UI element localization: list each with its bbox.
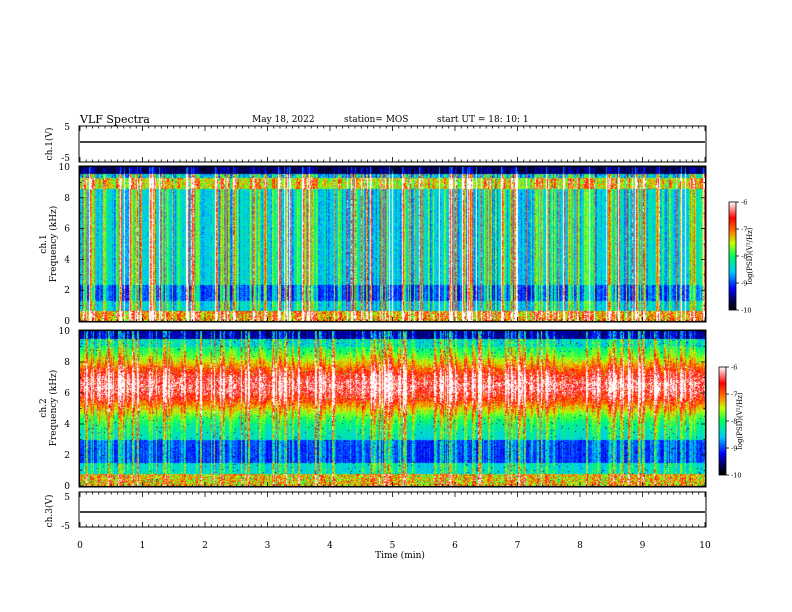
start-time-label: start UT = 18: 10: 1 [437, 115, 529, 125]
freq-tick-label: 0 [64, 317, 70, 327]
ch1-ytick-top: 5 [64, 123, 70, 133]
freq-tick-label: 10 [59, 327, 71, 337]
freq-tick-label: 10 [59, 163, 71, 173]
ch2-colorbar-gradient [718, 366, 727, 476]
ch3-ytick-top: 5 [64, 493, 70, 503]
colorbar-tick-label: -10 [741, 307, 751, 315]
time-axis: 0 1 2 3 4 5 6 7 8 9 10 [77, 126, 711, 551]
ch2-spec-ylabel-channel: ch.2 [39, 398, 49, 417]
freq-tick-label: 4 [64, 255, 70, 265]
colorbar-tick-label: -8 [731, 418, 737, 426]
ch1-ylabel: ch.1(V) [44, 128, 55, 161]
x-tick-label: 3 [265, 541, 271, 551]
colorbar-tick-label: -7 [731, 391, 737, 399]
ch2-spectrogram-image [80, 331, 705, 486]
colorbar-tick-label: -6 [741, 199, 747, 207]
freq-tick-label: 2 [64, 451, 70, 461]
freq-tick-label: 0 [64, 482, 70, 492]
colorbar-tick-label: -7 [741, 226, 747, 234]
colorbar-tick-label: -8 [741, 253, 747, 261]
ch2-freq-ticks: 0 2 4 6 8 10 [59, 327, 706, 492]
ch2-colorbar: -6 -7 -8 -9 -10 log(PSD)(V²/Hz) [718, 364, 744, 480]
ch1-spectrogram-image [80, 167, 705, 321]
colorbar-tick-label: -10 [731, 472, 741, 480]
freq-tick-label: 8 [64, 358, 70, 368]
ch3-ylabel: ch.3(V) [44, 495, 55, 528]
ch2-colorbar-ticks: -6 -7 -8 -9 -10 [726, 364, 741, 480]
x-tick-label: 10 [699, 541, 711, 551]
ch1-colorbar-gradient [728, 201, 737, 311]
ch2-spectrogram-panel: 0 2 4 6 8 10 ch.2 Frequency (kHz) [39, 327, 707, 492]
x-tick-label: 7 [515, 541, 521, 551]
ch1-spectrogram-panel: 0 2 4 6 8 10 ch.1 Frequency (kHz) [39, 163, 707, 327]
ch1-colorbar-ticks: -6 -7 -8 -9 -10 [736, 199, 751, 315]
x-axis-label: Time (min) [375, 550, 425, 561]
station-label: station= MOS [344, 115, 409, 125]
ch1-ytick-bottom: -5 [61, 154, 70, 164]
ch3-ytick-bottom: -5 [61, 522, 70, 532]
colorbar-tick-label: -9 [731, 445, 737, 453]
x-tick-label: 2 [202, 541, 208, 551]
colorbar-tick-label: -6 [731, 364, 737, 372]
ch1-colorbar-label: log(PSD)(V²/Hz) [746, 227, 754, 284]
x-tick-label: 1 [140, 541, 146, 551]
x-tick-label: 0 [77, 541, 83, 551]
ch1-colorbar: -6 -7 -8 -9 -10 log(PSD)(V²/Hz) [728, 199, 754, 315]
ch1-spec-ylabel-channel: ch.1 [39, 234, 49, 253]
ch2-spec-ylabel-frequency: Frequency (kHz) [48, 370, 59, 447]
x-tick-label: 5 [390, 541, 396, 551]
colorbar-tick-label: -9 [741, 280, 747, 288]
freq-tick-label: 6 [64, 225, 70, 235]
x-tick-label: 9 [640, 541, 646, 551]
date-label: May 18, 2022 [252, 115, 315, 125]
ch1-freq-ticks: 0 2 4 6 8 10 [59, 163, 706, 327]
freq-tick-label: 2 [64, 286, 70, 296]
x-tick-label: 4 [327, 541, 333, 551]
ch2-colorbar-label: log(PSD)(V²/Hz) [736, 392, 744, 449]
freq-tick-label: 8 [64, 194, 70, 204]
freq-tick-label: 4 [64, 420, 70, 430]
x-tick-label: 8 [577, 541, 583, 551]
x-tick-label: 6 [452, 541, 458, 551]
ch1-spec-ylabel-frequency: Frequency (kHz) [48, 206, 59, 283]
ch1-waveform-panel: 5 -5 ch.1(V) [44, 123, 707, 164]
ch3-waveform-panel: 5 -5 ch.3(V) [44, 491, 707, 532]
freq-tick-label: 6 [64, 389, 70, 399]
figure-title: VLF Spectra [80, 113, 150, 126]
